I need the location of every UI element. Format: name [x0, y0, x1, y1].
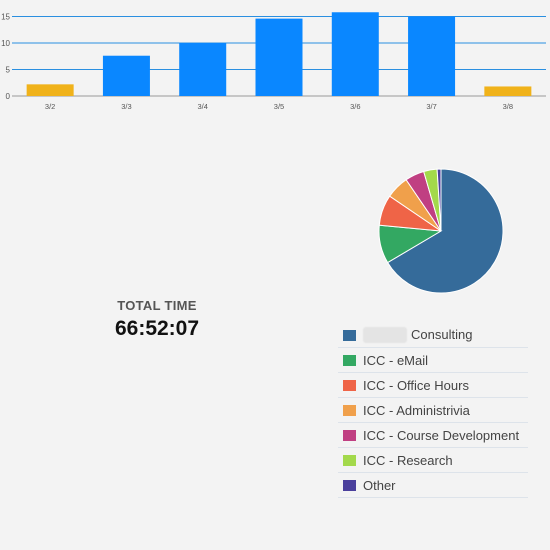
x-tick-label: 3/3	[121, 102, 131, 111]
legend-label: ICC - eMail	[363, 352, 429, 368]
legend-item[interactable]: ICC - Research	[338, 448, 528, 473]
legend-label: Other	[363, 477, 396, 493]
x-tick-label: 3/6	[350, 102, 360, 111]
legend-item[interactable]: Consulting	[338, 323, 528, 348]
legend-item[interactable]: ICC - Office Hours	[338, 373, 528, 398]
legend-label: ICC - Administrivia	[363, 402, 470, 418]
y-tick-label: 10	[1, 39, 10, 48]
legend-swatch	[343, 429, 356, 441]
bar-3-2[interactable]	[26, 84, 74, 96]
legend-swatch	[343, 479, 356, 491]
x-tick-label: 3/8	[503, 102, 513, 111]
y-tick-label: 15	[1, 13, 10, 22]
redacted-text	[363, 327, 407, 344]
bar-3-4[interactable]	[179, 43, 227, 96]
legend-item[interactable]: ICC - Course Development	[338, 423, 528, 448]
legend-swatch	[343, 379, 356, 391]
bar-3-3[interactable]	[102, 55, 150, 96]
total-time-label: TOTAL TIME	[117, 298, 197, 313]
legend-swatch	[343, 354, 356, 366]
category-pie-chart	[378, 168, 504, 294]
pie-slice[interactable]	[436, 168, 442, 232]
x-tick-label: 3/5	[274, 102, 284, 111]
legend-item[interactable]: ICC - eMail	[338, 348, 528, 373]
legend-swatch	[343, 329, 356, 341]
legend-label: ICC - Course Development	[363, 427, 520, 443]
pie-legend: Consulting ICC - eMail ICC - Office Hours I…	[338, 323, 528, 498]
legend-item[interactable]: Other	[338, 473, 528, 498]
bar-3-6[interactable]	[331, 12, 379, 96]
daily-bar-chart: 0 5 10 15 3/2 3/3 3/4 3/5 3/6 3/7 3/8	[1, 12, 546, 111]
legend-label: ICC - Office Hours	[363, 377, 469, 393]
bar-3-7[interactable]	[408, 16, 456, 97]
bar-3-5[interactable]	[255, 18, 303, 96]
y-tick-label: 5	[6, 66, 11, 75]
pie-slice[interactable]	[386, 168, 504, 294]
legend-swatch	[343, 454, 356, 466]
x-tick-label: 3/2	[45, 102, 55, 111]
y-tick-label: 0	[6, 92, 11, 101]
legend-swatch	[343, 404, 356, 416]
legend-label: ICC - Research	[363, 452, 453, 468]
legend-label: Consulting	[363, 327, 472, 344]
legend-item[interactable]: ICC - Administrivia	[338, 398, 528, 423]
bar-3-8[interactable]	[484, 86, 532, 96]
x-tick-label: 3/4	[197, 102, 207, 111]
total-time-value: 66:52:07	[114, 317, 200, 340]
x-tick-label: 3/7	[426, 102, 436, 111]
